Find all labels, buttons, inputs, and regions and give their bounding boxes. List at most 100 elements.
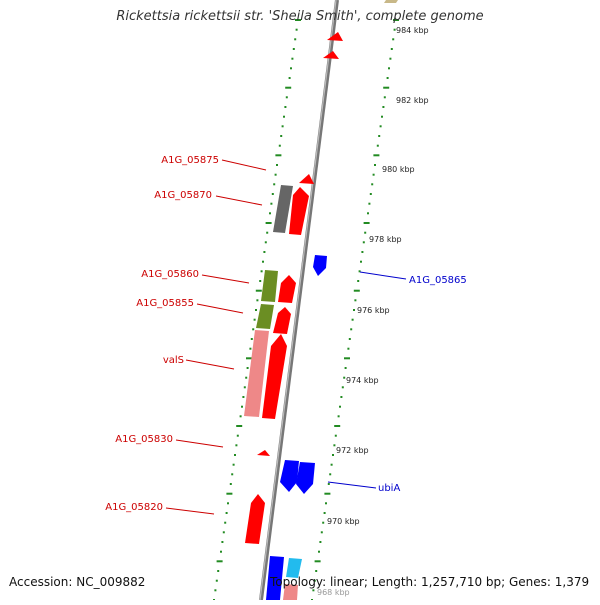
scale-label: 976 kbp xyxy=(357,306,390,315)
ruler-tick xyxy=(243,386,246,389)
gene-small-forward-3[interactable] xyxy=(299,174,314,184)
leader-line-a1g-05875 xyxy=(221,159,267,171)
ruler-tick xyxy=(386,77,389,79)
gene-small-forward-2[interactable] xyxy=(323,51,339,59)
ruler-tick xyxy=(290,67,292,70)
ruler-tick xyxy=(344,357,350,360)
leader-line-ubia xyxy=(327,481,377,489)
scale-label: 978 kbp xyxy=(369,235,402,244)
ruler-tick xyxy=(216,560,223,563)
ruler-tick xyxy=(337,415,340,418)
ruler-tick xyxy=(266,231,269,234)
ruler-tick xyxy=(313,579,316,582)
gene-bottom-cyan[interactable] xyxy=(286,558,302,578)
gene-label-a1g-05870[interactable]: A1G_05870 xyxy=(154,190,212,201)
gene-label-a1g-05820[interactable]: A1G_05820 xyxy=(105,502,163,513)
ruler-tick xyxy=(235,444,238,447)
gene-label-a1g-05860[interactable]: A1G_05860 xyxy=(141,269,199,280)
gene-ubia-1[interactable] xyxy=(280,460,299,492)
ruler-tick xyxy=(329,473,332,476)
ruler-tick xyxy=(378,135,381,137)
gene-vals[interactable] xyxy=(262,334,287,419)
gene-a1g-05860-olive[interactable] xyxy=(261,270,278,302)
gene-a1g-05865[interactable] xyxy=(313,255,327,276)
gene-a1g-05870-gray[interactable] xyxy=(273,185,293,233)
ruler-tick xyxy=(340,396,343,398)
scale-label: 968 kbp xyxy=(317,588,350,597)
gene-features xyxy=(244,0,398,600)
ruler-tick xyxy=(392,38,395,41)
ruler-tick xyxy=(242,396,245,398)
gene-label-ubia[interactable]: ubiA xyxy=(378,483,400,494)
ruler-tick xyxy=(264,241,267,244)
ruler-tick xyxy=(369,193,372,195)
gene-tan-partial[interactable] xyxy=(384,0,398,3)
ruler-tick xyxy=(371,183,374,186)
ruler-tick xyxy=(383,86,390,89)
gene-label-a1g-05855[interactable]: A1G_05855 xyxy=(136,298,194,309)
ruler-tick xyxy=(358,270,361,273)
ruler-tick xyxy=(350,328,353,331)
ruler-tick xyxy=(270,202,273,205)
ruler-tick xyxy=(353,289,360,292)
ruler-tick xyxy=(393,19,399,21)
ruler-tick xyxy=(333,444,336,447)
ruler-tick xyxy=(360,260,362,263)
gene-label-a1g-05865[interactable]: A1G_05865 xyxy=(409,275,467,286)
gene-a1g-05855-olive[interactable] xyxy=(256,304,274,329)
leader-line-a1g-05830 xyxy=(175,439,224,448)
gene-small-forward-4[interactable] xyxy=(257,450,270,456)
scale-label: 980 kbp xyxy=(382,165,415,174)
ruler-tick xyxy=(239,415,242,418)
ruler-dots-right xyxy=(311,19,399,601)
gene-a1g-05820[interactable] xyxy=(245,494,265,544)
ruler-tick xyxy=(323,512,326,514)
ruler-tick xyxy=(224,521,227,524)
gene-a1g-05855[interactable] xyxy=(273,307,291,334)
scale-label: 970 kbp xyxy=(327,517,360,526)
ruler-tick xyxy=(241,405,243,408)
ruler-tick xyxy=(269,212,271,215)
ruler-tick xyxy=(332,454,334,456)
gene-label-a1g-05875[interactable]: A1G_05875 xyxy=(161,155,219,166)
scale-label: 974 kbp xyxy=(346,376,379,385)
label-leader-lines xyxy=(165,159,407,515)
ruler-tick xyxy=(330,463,333,466)
ruler-tick xyxy=(379,125,382,128)
ruler-tick xyxy=(334,434,337,437)
ruler-tick xyxy=(295,28,298,31)
ruler-tick xyxy=(376,144,379,147)
gene-label-a1g-05830[interactable]: A1G_05830 xyxy=(115,434,173,445)
ruler-tick xyxy=(322,521,325,524)
ruler-tick xyxy=(278,144,281,147)
ruler-tick xyxy=(292,48,295,50)
ruler-tick xyxy=(314,560,321,563)
ruler-tick xyxy=(347,347,350,350)
ruler-tick xyxy=(271,193,274,195)
ruler-tick xyxy=(288,77,291,79)
ruler-tick xyxy=(231,473,234,476)
leader-line-vals xyxy=(185,359,235,370)
ruler-tick xyxy=(368,202,371,205)
gene-ubia-2[interactable] xyxy=(296,462,315,494)
gene-a1g-05860[interactable] xyxy=(278,275,296,303)
ruler-tick xyxy=(382,106,385,108)
ruler-tick xyxy=(274,173,277,176)
gene-bottom-reverse[interactable] xyxy=(266,556,284,600)
ruler-tick xyxy=(312,589,315,592)
gene-small-forward-1[interactable] xyxy=(327,32,343,41)
ruler-tick xyxy=(252,328,255,331)
accession-text: Accession: NC_009882 xyxy=(9,575,146,589)
gene-a1g-05870[interactable] xyxy=(289,187,309,235)
genome-title: Rickettsia rickettsii str. 'Sheila Smith… xyxy=(116,9,484,24)
ruler-tick xyxy=(361,251,364,253)
ruler-dots-left xyxy=(213,19,301,601)
ruler-tick xyxy=(285,86,292,89)
ruler-tick xyxy=(357,280,360,282)
gene-vals-salmon[interactable] xyxy=(244,330,269,417)
gene-label-vals[interactable]: valS xyxy=(163,355,184,366)
ruler-tick xyxy=(353,309,355,311)
ruler-tick xyxy=(383,96,386,99)
gene-bottom-faded[interactable] xyxy=(283,584,298,600)
